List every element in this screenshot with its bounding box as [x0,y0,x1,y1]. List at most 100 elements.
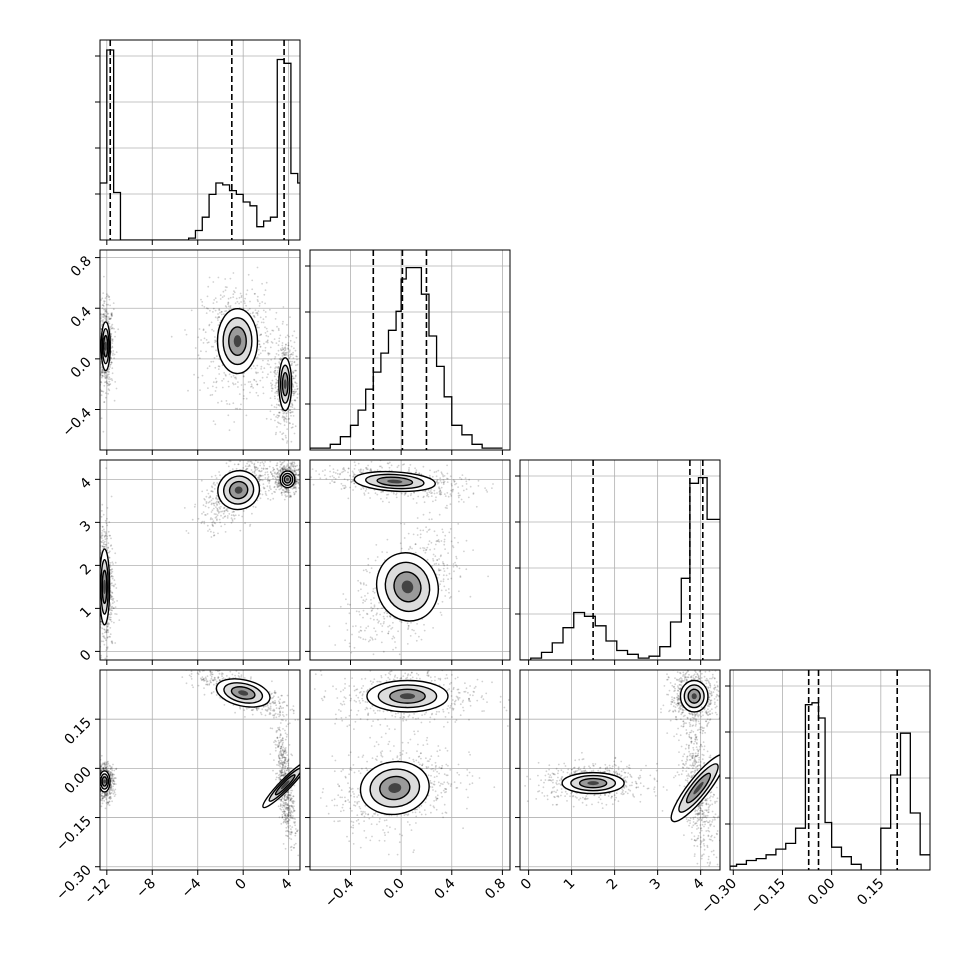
scatter-point [101,799,104,802]
scatter-point [112,780,115,782]
scatter-point [301,482,303,484]
scatter-point [205,502,208,505]
scatter-point [285,351,287,354]
scatter-point [110,594,112,597]
scatter-point [118,619,121,621]
scatter-point [102,768,104,771]
scatter-point [217,368,220,370]
scatter-point [218,672,221,675]
scatter-point [276,479,278,482]
scatter-point [112,599,114,602]
scatter-point [267,352,269,355]
scatter-point [211,509,214,512]
density-contour [103,779,107,784]
scatter-point [274,701,277,704]
scatter-point [259,379,262,382]
scatter-point [276,392,279,395]
scatter-point [209,496,212,499]
scatter-point [106,625,109,628]
scatter-point [107,392,109,395]
scatter-point [106,293,108,296]
density-contour [286,477,289,481]
scatter-point [256,709,259,712]
scatter-point [236,407,239,410]
scatter-point [273,691,276,694]
scatter-point [275,353,278,355]
scatter-point [296,358,298,361]
scatter-point [273,486,276,489]
scatter-point [234,302,237,305]
scatter-point [266,467,269,470]
scatter-point [197,336,200,339]
scatter-point [251,709,254,712]
scatter-point [105,380,108,383]
scatter-point [104,796,107,799]
scatter-point [281,342,284,344]
scatter-point [290,414,292,417]
scatter-point [103,792,106,794]
scatter-point [103,371,106,374]
scatter-point [112,350,115,352]
scatter-point [110,575,113,577]
scatter-point [103,635,105,638]
scatter-point [102,513,105,516]
scatter-point [284,487,287,490]
scatter-point [108,791,111,794]
scatter-point [253,455,255,457]
scatter-point [91,630,93,632]
scatter-point [223,704,226,706]
scatter-point [279,358,282,361]
scatter-point [210,485,213,488]
scatter-point [101,376,103,379]
scatter-point [252,311,255,314]
scatter-point [114,777,116,779]
scatter-point [271,390,273,392]
scatter-point [101,371,104,374]
scatter-point [302,489,304,491]
scatter-point [203,498,206,500]
scatter-point [284,490,287,493]
scatter-point [283,354,285,357]
scatter-point [110,347,113,349]
scatter-point [279,463,282,466]
scatter-point [275,311,278,314]
scatter-point [283,490,286,493]
scatter-point [97,347,99,349]
scatter-point [282,489,285,492]
scatter-point [213,678,216,681]
scatter-point [264,708,267,711]
scatter-point [104,535,106,538]
scatter-point [205,339,208,341]
scatter-point [103,373,106,376]
scatter-point [229,296,232,299]
scatter-point [242,375,245,378]
scatter-point [289,467,292,470]
scatter-point [197,376,200,379]
scatter-point [111,338,114,341]
scatter-point [97,781,99,783]
scatter-point [278,481,280,484]
scatter-point [110,598,113,601]
scatter-point [104,767,107,770]
scatter-point [276,371,279,374]
scatter-point [113,791,116,794]
scatter-point [214,341,216,343]
scatter-point [270,341,273,343]
scatter-point [106,625,109,628]
scatter-point [262,392,265,395]
scatter-point [264,492,267,495]
scatter-point [229,460,232,463]
scatter-point [289,422,291,425]
scatter-point [285,436,287,439]
scatter-point [100,540,103,543]
scatter-point [110,774,113,776]
scatter-point [114,552,117,555]
scatter-point [256,323,259,326]
scatter-point [110,766,112,769]
scatter-point [106,524,109,527]
scatter-point [108,792,111,794]
scatter-point [275,473,277,475]
scatter-point [283,467,285,469]
scatter-point [258,326,260,329]
scatter-point [279,698,281,701]
